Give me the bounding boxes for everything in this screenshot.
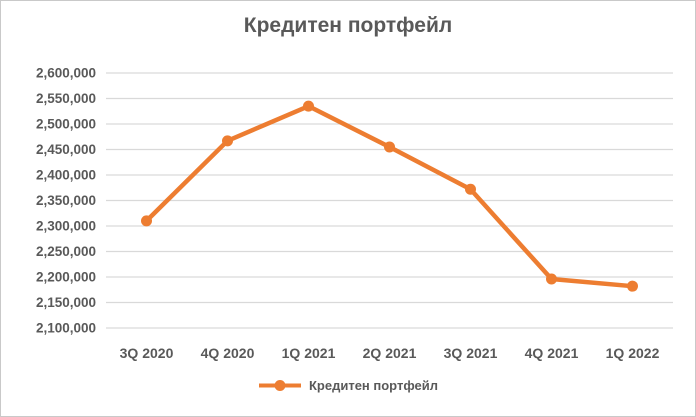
y-axis-tick-label: 2,250,000: [36, 244, 96, 259]
x-axis-tick-label: 1Q 2021: [282, 345, 336, 361]
data-point-marker: [384, 141, 395, 153]
data-point-marker: [627, 280, 638, 292]
y-axis-tick-label: 2,200,000: [36, 270, 96, 285]
chart-title: Кредитен портфейл: [243, 14, 453, 37]
x-axis-tick-label: 2Q 2021: [363, 345, 417, 361]
x-axis-tick-label: 4Q 2021: [525, 345, 579, 361]
y-axis-tick-label: 2,550,000: [36, 91, 96, 106]
x-axis-tick-label: 3Q 2020: [120, 345, 174, 361]
y-axis-tick-label: 2,350,000: [36, 193, 96, 208]
y-axis-tick-label: 2,150,000: [36, 295, 96, 310]
data-point-marker: [465, 183, 476, 195]
x-axis-tick-label: 4Q 2020: [201, 345, 255, 361]
y-axis-tick-label: 2,450,000: [36, 142, 96, 157]
y-axis-tick-label: 2,500,000: [36, 117, 96, 132]
legend: Кредитен портфейл: [1, 378, 695, 393]
data-point-marker: [303, 100, 314, 112]
y-axis-tick-label: 2,600,000: [36, 66, 96, 81]
x-axis-tick-label: 3Q 2021: [444, 345, 498, 361]
x-axis-tick-label: 1Q 2022: [606, 345, 660, 361]
legend-label: Кредитен портфейл: [308, 378, 439, 393]
series-line: [144, 103, 635, 289]
data-point-marker: [222, 135, 233, 147]
data-point-marker: [141, 215, 152, 227]
y-axis-tick-label: 2,100,000: [36, 321, 96, 336]
legend-marker-icon: [258, 380, 301, 391]
y-axis-tick-label: 2,400,000: [36, 168, 96, 183]
data-point-marker: [546, 273, 557, 285]
y-axis-tick-label: 2,300,000: [36, 219, 96, 234]
